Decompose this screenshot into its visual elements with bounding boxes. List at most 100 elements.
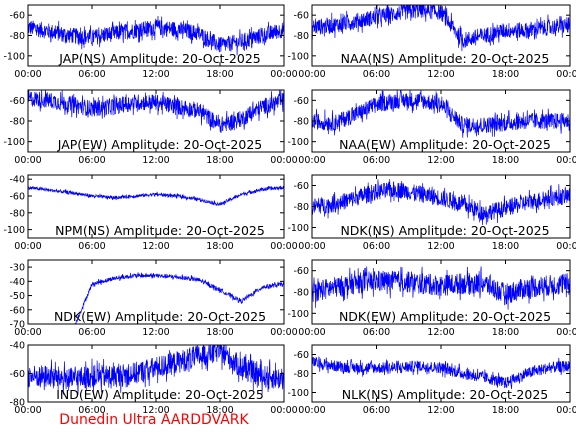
y-tick-label: -80 [293, 288, 309, 299]
y-tick-label: -100 [287, 309, 309, 320]
x-tick-label: 18:00 [206, 241, 233, 252]
chart-panel: -60 -80 -100 00:00 06:00 12:00 18:00 00:00 NLK(N… [287, 344, 576, 416]
chart-panel: -60 -80 -100 00:00 06:00 12:00 18:00 00:00 NAA(N… [287, 4, 576, 80]
chart-title: JAP(EW) Amplitude: 20-Oct-2025 [57, 137, 262, 152]
x-tick-label: 06:00 [363, 405, 390, 416]
x-tick-label: 12:00 [142, 155, 169, 166]
x-tick-label: 00:00 [298, 69, 325, 80]
y-tick-label: -100 [3, 51, 25, 62]
chart-title: NDK(EW) Amplitude: 20-Oct-2025 [54, 309, 266, 324]
x-tick-label: 00:00 [270, 405, 297, 416]
x-tick-label: 18:00 [206, 327, 233, 338]
chart-panel: -60 -80 -100 00:00 06:00 12:00 18:00 00:00 NAA(E… [287, 89, 576, 166]
x-tick-label: 12:00 [427, 155, 454, 166]
x-tick-label: 00:00 [556, 241, 576, 252]
y-tick-label: -60 [9, 369, 25, 380]
x-tick-label: 12:00 [427, 241, 454, 252]
chart-panel: -40 -60 -80 -100 00:00 06:00 12:00 18:00 00:00 NP… [3, 174, 298, 252]
x-tick-label: 18:00 [206, 155, 233, 166]
y-tick-label: -60 [9, 192, 25, 203]
y-tick-label: -60 [293, 181, 309, 192]
x-tick-label: 12:00 [142, 327, 169, 338]
x-tick-label: 00:00 [14, 405, 41, 416]
x-tick-label: 00:00 [556, 69, 576, 80]
x-tick-label: 12:00 [427, 405, 454, 416]
x-tick-label: 06:00 [78, 241, 105, 252]
x-tick-label: 00:00 [556, 155, 576, 166]
y-tick-label: -60 [9, 11, 25, 22]
series-line [312, 356, 570, 390]
x-tick-label: 06:00 [363, 241, 390, 252]
chart-title: NDK(EW) Amplitude: 20-Oct-2025 [339, 309, 551, 324]
x-tick-label: 00:00 [270, 69, 297, 80]
x-tick-label: 12:00 [142, 241, 169, 252]
chart-panel: -60 -80 -100 00:00 06:00 12:00 18:00 00:00 NDK(E… [287, 259, 576, 338]
series-line [28, 185, 284, 207]
x-tick-label: 06:00 [78, 327, 105, 338]
y-tick-label: -80 [9, 117, 25, 128]
y-tick-label: -100 [287, 223, 309, 234]
y-tick-label: -60 [9, 96, 25, 107]
chart-title: IND(EW) Amplitude: 20-Oct-2025 [56, 387, 264, 402]
x-tick-label: 00:00 [298, 155, 325, 166]
y-tick-label: -100 [3, 225, 25, 236]
x-tick-label: 12:00 [427, 69, 454, 80]
x-tick-label: 12:00 [142, 69, 169, 80]
x-tick-label: 18:00 [492, 69, 519, 80]
y-tick-label: -40 [9, 341, 25, 352]
x-tick-label: 00:00 [298, 241, 325, 252]
x-tick-label: 00:00 [14, 155, 41, 166]
series-line [312, 179, 570, 225]
x-tick-label: 18:00 [492, 405, 519, 416]
x-tick-label: 06:00 [363, 69, 390, 80]
x-tick-label: 06:00 [78, 155, 105, 166]
chart-title: NDK(NS) Amplitude: 20-Oct-2025 [340, 223, 549, 238]
series-line [312, 266, 570, 310]
y-tick-label: -60 [293, 11, 309, 22]
x-tick-label: 00:00 [14, 327, 41, 338]
chart-panel: -60 -80 -100 00:00 06:00 12:00 18:00 00:00 JAP(N… [3, 4, 298, 80]
credit-label: Dunedin Ultra AARDDVARK [59, 412, 249, 428]
x-tick-label: 18:00 [492, 155, 519, 166]
chart-title: NAA(EW) Amplitude: 20-Oct-2025 [339, 137, 551, 152]
series-line [50, 272, 284, 324]
series-line [312, 90, 570, 138]
y-tick-label: -80 [9, 31, 25, 42]
chart-panel: -60 -80 -100 00:00 06:00 12:00 18:00 00:00 NDK(N… [287, 174, 576, 252]
chart-title: NAA(NS) Amplitude: 20-Oct-2025 [341, 51, 550, 66]
x-tick-label: 00:00 [270, 327, 297, 338]
chart-title: JAP(NS) Amplitude: 20-Oct-2025 [58, 51, 261, 66]
y-tick-label: -50 [9, 291, 25, 302]
x-tick-label: 00:00 [556, 327, 576, 338]
y-tick-label: -30 [9, 263, 25, 274]
y-tick-label: -60 [293, 350, 309, 361]
x-tick-label: 00:00 [298, 405, 325, 416]
chart-title: NLK(NS) Amplitude: 20-Oct-2025 [342, 387, 548, 402]
y-tick-label: -60 [293, 266, 309, 277]
y-tick-label: -60 [293, 96, 309, 107]
y-tick-label: -100 [3, 137, 25, 148]
x-tick-label: 00:00 [270, 155, 297, 166]
x-tick-label: 12:00 [142, 405, 169, 416]
x-tick-label: 06:00 [78, 69, 105, 80]
x-tick-label: 00:00 [14, 69, 41, 80]
x-tick-label: 06:00 [363, 327, 390, 338]
x-tick-label: 06:00 [78, 405, 105, 416]
y-tick-label: -80 [293, 202, 309, 213]
y-tick-label: -100 [287, 51, 309, 62]
y-tick-label: -80 [293, 369, 309, 380]
x-tick-label: 00:00 [14, 241, 41, 252]
y-tick-label: -70 [9, 320, 25, 331]
y-tick-label: -80 [293, 117, 309, 128]
x-tick-label: 00:00 [298, 327, 325, 338]
x-tick-label: 18:00 [492, 327, 519, 338]
series-line [28, 16, 284, 56]
x-tick-label: 00:00 [270, 241, 297, 252]
y-tick-label: -100 [287, 137, 309, 148]
chart-panel: -60 -80 -100 00:00 06:00 12:00 18:00 00:00 JAP(E… [3, 89, 298, 166]
x-tick-label: 18:00 [206, 69, 233, 80]
x-tick-label: 12:00 [427, 327, 454, 338]
